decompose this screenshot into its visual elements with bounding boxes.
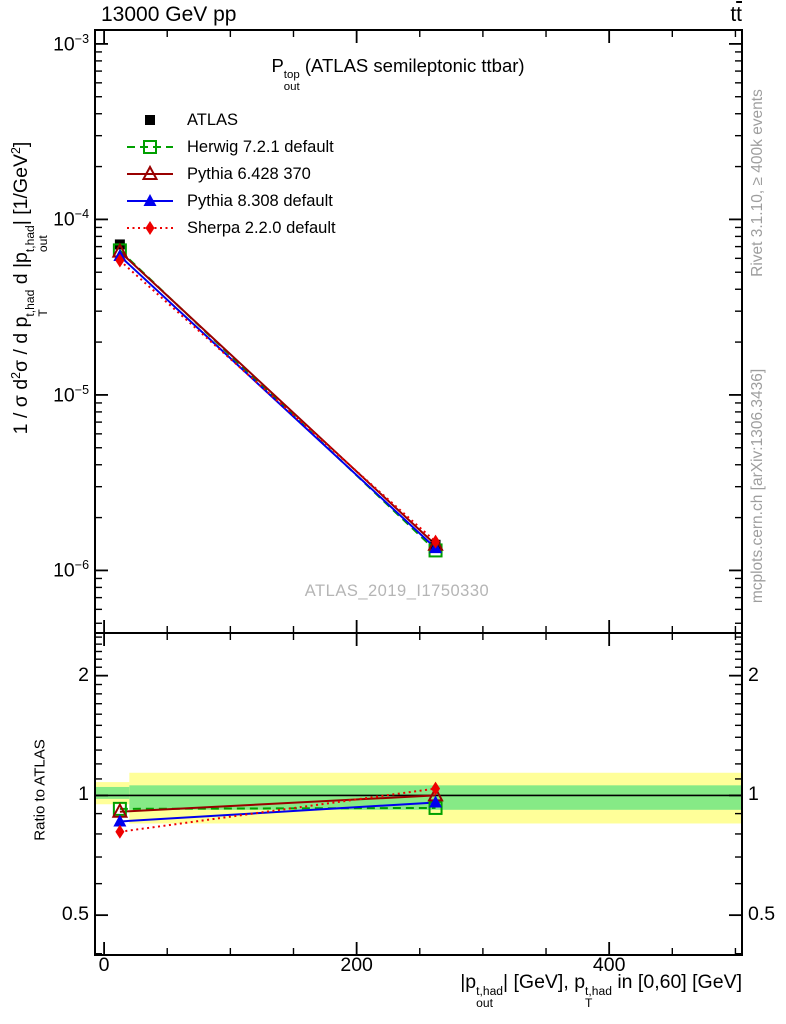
beam-energy-label: 13000 GeV pp [101,3,237,26]
watermark: ATLAS_2019_I1750330 [304,582,490,600]
ratio-uncertainty-bands [95,772,743,824]
main-series [111,239,444,558]
ratio-tick-label-right: 2 [748,663,759,686]
legend-label: Herwig 7.2.1 default [187,138,334,156]
axis-ticks [95,30,742,955]
process-t: t [730,3,737,26]
x-tick-label: 200 [340,954,373,976]
x-axis-label: |p t,had out | [GeV], p t,had T in [0,60] [Ge… [460,971,742,1011]
process-tbar: t [736,3,742,26]
ratio-y-axis-label: Ratio to ATLAS [31,739,49,841]
process-label: tt [730,3,742,27]
ratio-tick-label-left: 0.5 [61,903,89,926]
legend-label: ATLAS [187,111,239,129]
legend-samples [127,115,173,235]
y-tick-label: 10−4 [53,207,89,231]
ratio-tick-label-right: 1 [748,783,759,806]
ratio-tick-label-left: 2 [78,663,89,686]
x-tick-label: 400 [592,954,626,976]
y-tick-label: 10−6 [53,558,89,582]
y-tick-label: 10−3 [53,31,89,56]
y-tick-label: 10−5 [53,382,89,407]
rivet-version-note: Rivet 3.1.10, ≥ 400k events [749,89,766,277]
x-tick-label: 0 [98,954,110,976]
ratio-series [111,781,444,839]
legend-label: Pythia 8.308 default [187,192,333,210]
ratio-tick-label-right: 0.5 [748,903,776,926]
plot-frame [94,29,743,956]
y-axis-label: 1 / σ d2σ / d p t,had T d |p t,had out | [1/G… [8,141,50,435]
legend-label: Sherpa 2.2.0 default [187,219,336,237]
legend-label: Pythia 6.428 370 [187,165,311,183]
mcplots-attribution: mcplots.cern.ch [arXiv:1306.3436] [749,368,766,604]
ratio-tick-label-left: 1 [78,783,89,806]
